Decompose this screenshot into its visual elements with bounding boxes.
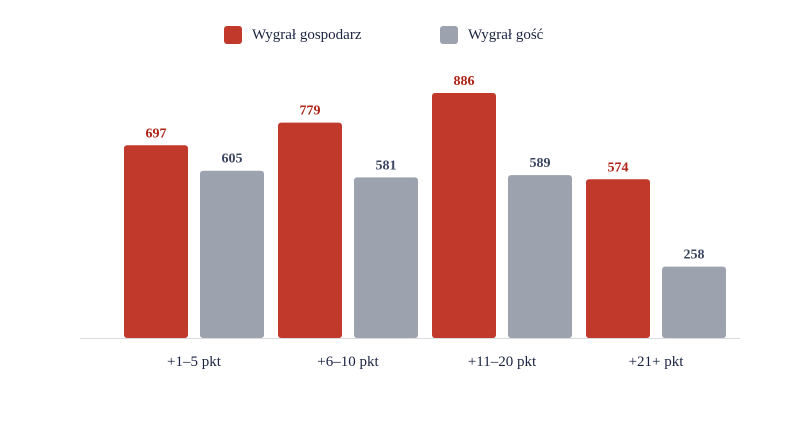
data-label-home-3: 574 <box>608 160 629 175</box>
bar-home-3[interactable] <box>586 179 650 338</box>
legend-item-home[interactable]: Wygrał gospodarz <box>224 26 361 44</box>
bar-away-3[interactable] <box>662 266 726 338</box>
chart-legend: Wygrał gospodarz Wygrał gość <box>0 26 800 50</box>
x-tick-label-0: +1–5 pkt <box>167 354 222 370</box>
x-tick-label-1: +6–10 pkt <box>317 354 379 370</box>
data-label-away-3: 258 <box>684 248 705 263</box>
bar-home-2[interactable] <box>432 93 496 338</box>
bar-away-0[interactable] <box>200 170 264 338</box>
legend-label-away: Wygrał gość <box>468 26 544 43</box>
x-tick-label-3: +21+ pkt <box>629 354 685 370</box>
bar-away-1[interactable] <box>354 177 418 338</box>
data-label-away-2: 589 <box>530 156 551 171</box>
legend-label-home: Wygrał gospodarz <box>252 26 362 43</box>
legend-swatch-away <box>440 26 458 44</box>
bar-home-1[interactable] <box>278 122 342 338</box>
bar-away-2[interactable] <box>508 175 572 338</box>
bar-home-0[interactable] <box>124 145 188 338</box>
data-label-away-0: 605 <box>222 152 243 167</box>
legend-item-away[interactable]: Wygrał gość <box>440 26 543 44</box>
x-tick-label-2: +11–20 pkt <box>468 354 537 370</box>
data-label-home-2: 886 <box>454 74 475 89</box>
data-label-home-0: 697 <box>146 126 167 141</box>
legend-swatch-home <box>224 26 242 44</box>
data-label-home-1: 779 <box>300 104 321 119</box>
data-label-away-1: 581 <box>376 158 397 173</box>
